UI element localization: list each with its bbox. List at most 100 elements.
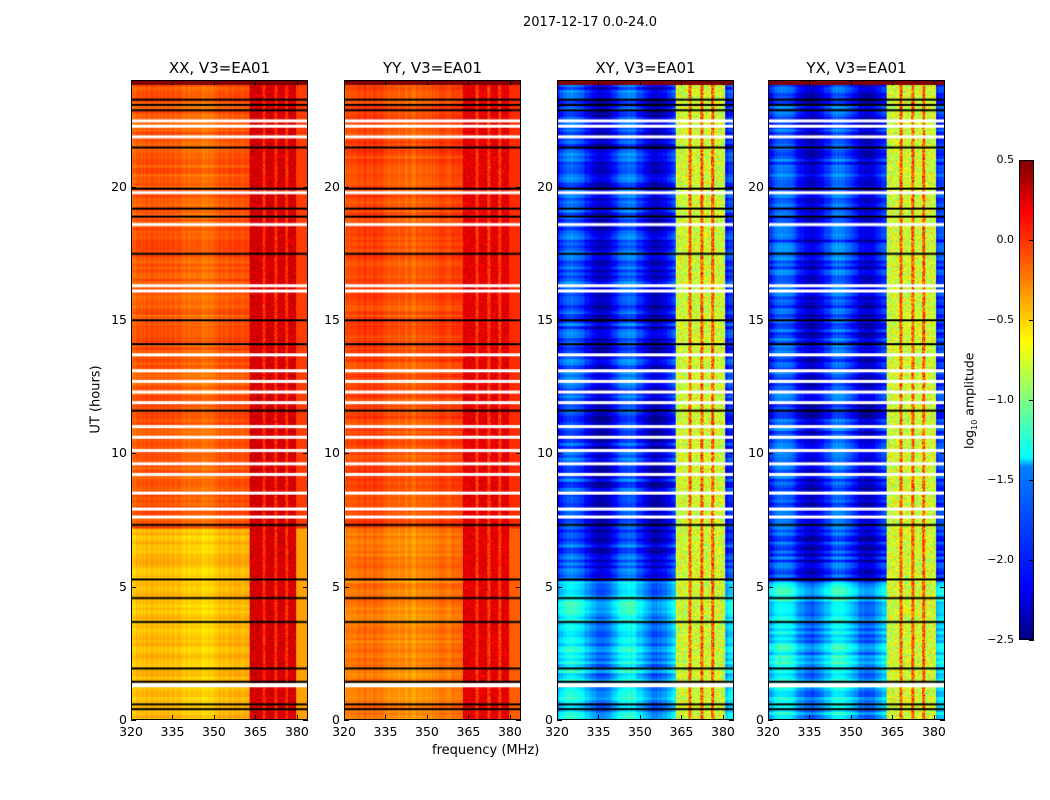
x-tick-mark [809,715,811,720]
x-tick-label: 365 [243,724,268,739]
x-tick-label: 335 [797,724,822,739]
x-tick-mark [385,80,387,85]
x-tick-mark [509,715,511,720]
y-tick-mark [729,320,734,321]
x-tick-mark [598,80,600,85]
y-tick-label: 15 [537,312,553,327]
x-tick-mark [344,715,345,720]
heatmap-image [769,81,944,719]
x-tick-mark [296,80,298,85]
x-tick-label: 350 [202,724,226,739]
figure-title: 2017-12-17 0.0-24.0 [523,15,657,30]
x-tick-mark [933,715,935,720]
heatmap-panel [768,80,945,720]
x-tick-mark [344,80,345,85]
y-tick-mark [940,186,945,188]
colorbar-tick-mark [1029,320,1034,321]
colorbar-tick-label: −2.5 [987,633,1014,646]
y-tick-label: 0 [545,712,553,727]
x-tick-mark [722,80,724,85]
y-tick-mark [940,586,945,588]
y-tick-mark [516,453,521,455]
y-tick-mark [768,186,773,188]
y-tick-label: 5 [332,578,340,594]
colorbar-tick-label: −1.5 [987,473,1014,486]
y-tick-label: 5 [119,578,127,594]
heatmap-image [345,81,520,719]
heatmap-image [558,81,733,719]
y-tick-mark [344,453,349,455]
colorbar-tick-mark [1029,640,1034,641]
panel-title: YX, V3=EA01 [806,59,907,77]
y-tick-label: 0 [332,712,340,727]
y-tick-mark [131,720,136,721]
y-tick-mark [557,720,562,721]
x-tick-label: 350 [628,724,652,739]
x-tick-label: 365 [880,724,905,739]
colorbar-tick-label: −0.5 [987,313,1014,326]
y-tick-label: 0 [756,712,764,727]
x-tick-mark [768,715,769,720]
y-tick-label: 10 [324,445,340,461]
colorbar-tick-mark [1029,560,1034,561]
y-tick-mark [768,720,773,721]
y-tick-mark [516,586,521,588]
y-tick-mark [768,453,773,455]
x-tick-mark [468,80,470,85]
panel-title: XY, V3=EA01 [595,59,696,77]
x-tick-label: 335 [373,724,398,739]
x-tick-label: 380 [711,724,735,739]
y-tick-mark [516,186,521,188]
y-tick-mark [303,320,308,321]
x-tick-label: 320 [756,724,780,739]
y-tick-mark [516,720,521,721]
panel-title: XX, V3=EA01 [168,59,271,77]
x-tick-mark [681,715,683,720]
x-tick-mark [385,715,387,720]
y-tick-mark [303,720,308,721]
x-tick-mark [768,80,769,85]
y-tick-mark [940,720,945,721]
y-tick-mark [557,320,562,321]
x-tick-mark [426,80,428,85]
x-tick-mark [809,80,811,85]
y-tick-mark [768,586,773,588]
y-tick-label: 5 [545,578,553,594]
y-tick-label: 20 [324,178,340,194]
y-tick-mark [729,186,734,188]
y-tick-mark [131,586,136,588]
x-tick-label: 335 [586,724,611,739]
y-tick-mark [729,453,734,455]
y-tick-label: 20 [537,178,553,194]
x-tick-mark [557,715,558,720]
y-tick-label: 15 [748,312,764,327]
colorbar-tick-mark [1029,160,1034,161]
x-tick-mark [892,80,894,85]
y-tick-mark [344,186,349,188]
colorbar-tick-mark [1029,400,1034,401]
y-tick-mark [344,320,349,321]
x-tick-mark [131,80,132,85]
x-tick-mark [131,715,132,720]
y-tick-label: 20 [111,178,127,194]
x-tick-label: 365 [669,724,694,739]
x-tick-mark [213,80,215,85]
y-tick-mark [131,320,136,321]
x-tick-mark [892,715,894,720]
heatmap-panel [344,80,521,720]
y-tick-mark [131,453,136,455]
colorbar-tick-label: 0.0 [996,233,1015,246]
y-tick-label: 10 [748,445,764,461]
y-tick-mark [557,586,562,588]
heatmap-panel [131,80,308,720]
y-tick-mark [940,320,945,321]
x-tick-mark [255,715,257,720]
y-tick-label: 10 [111,445,127,461]
y-tick-label: 20 [748,178,764,194]
colorbar-tick-label: −1.0 [987,393,1014,406]
heatmap-panel [557,80,734,720]
x-tick-mark [722,715,724,720]
x-tick-mark [639,715,641,720]
panel-title: YY, V3=EA01 [382,59,483,77]
x-axis-label: frequency (MHz) [432,743,540,758]
